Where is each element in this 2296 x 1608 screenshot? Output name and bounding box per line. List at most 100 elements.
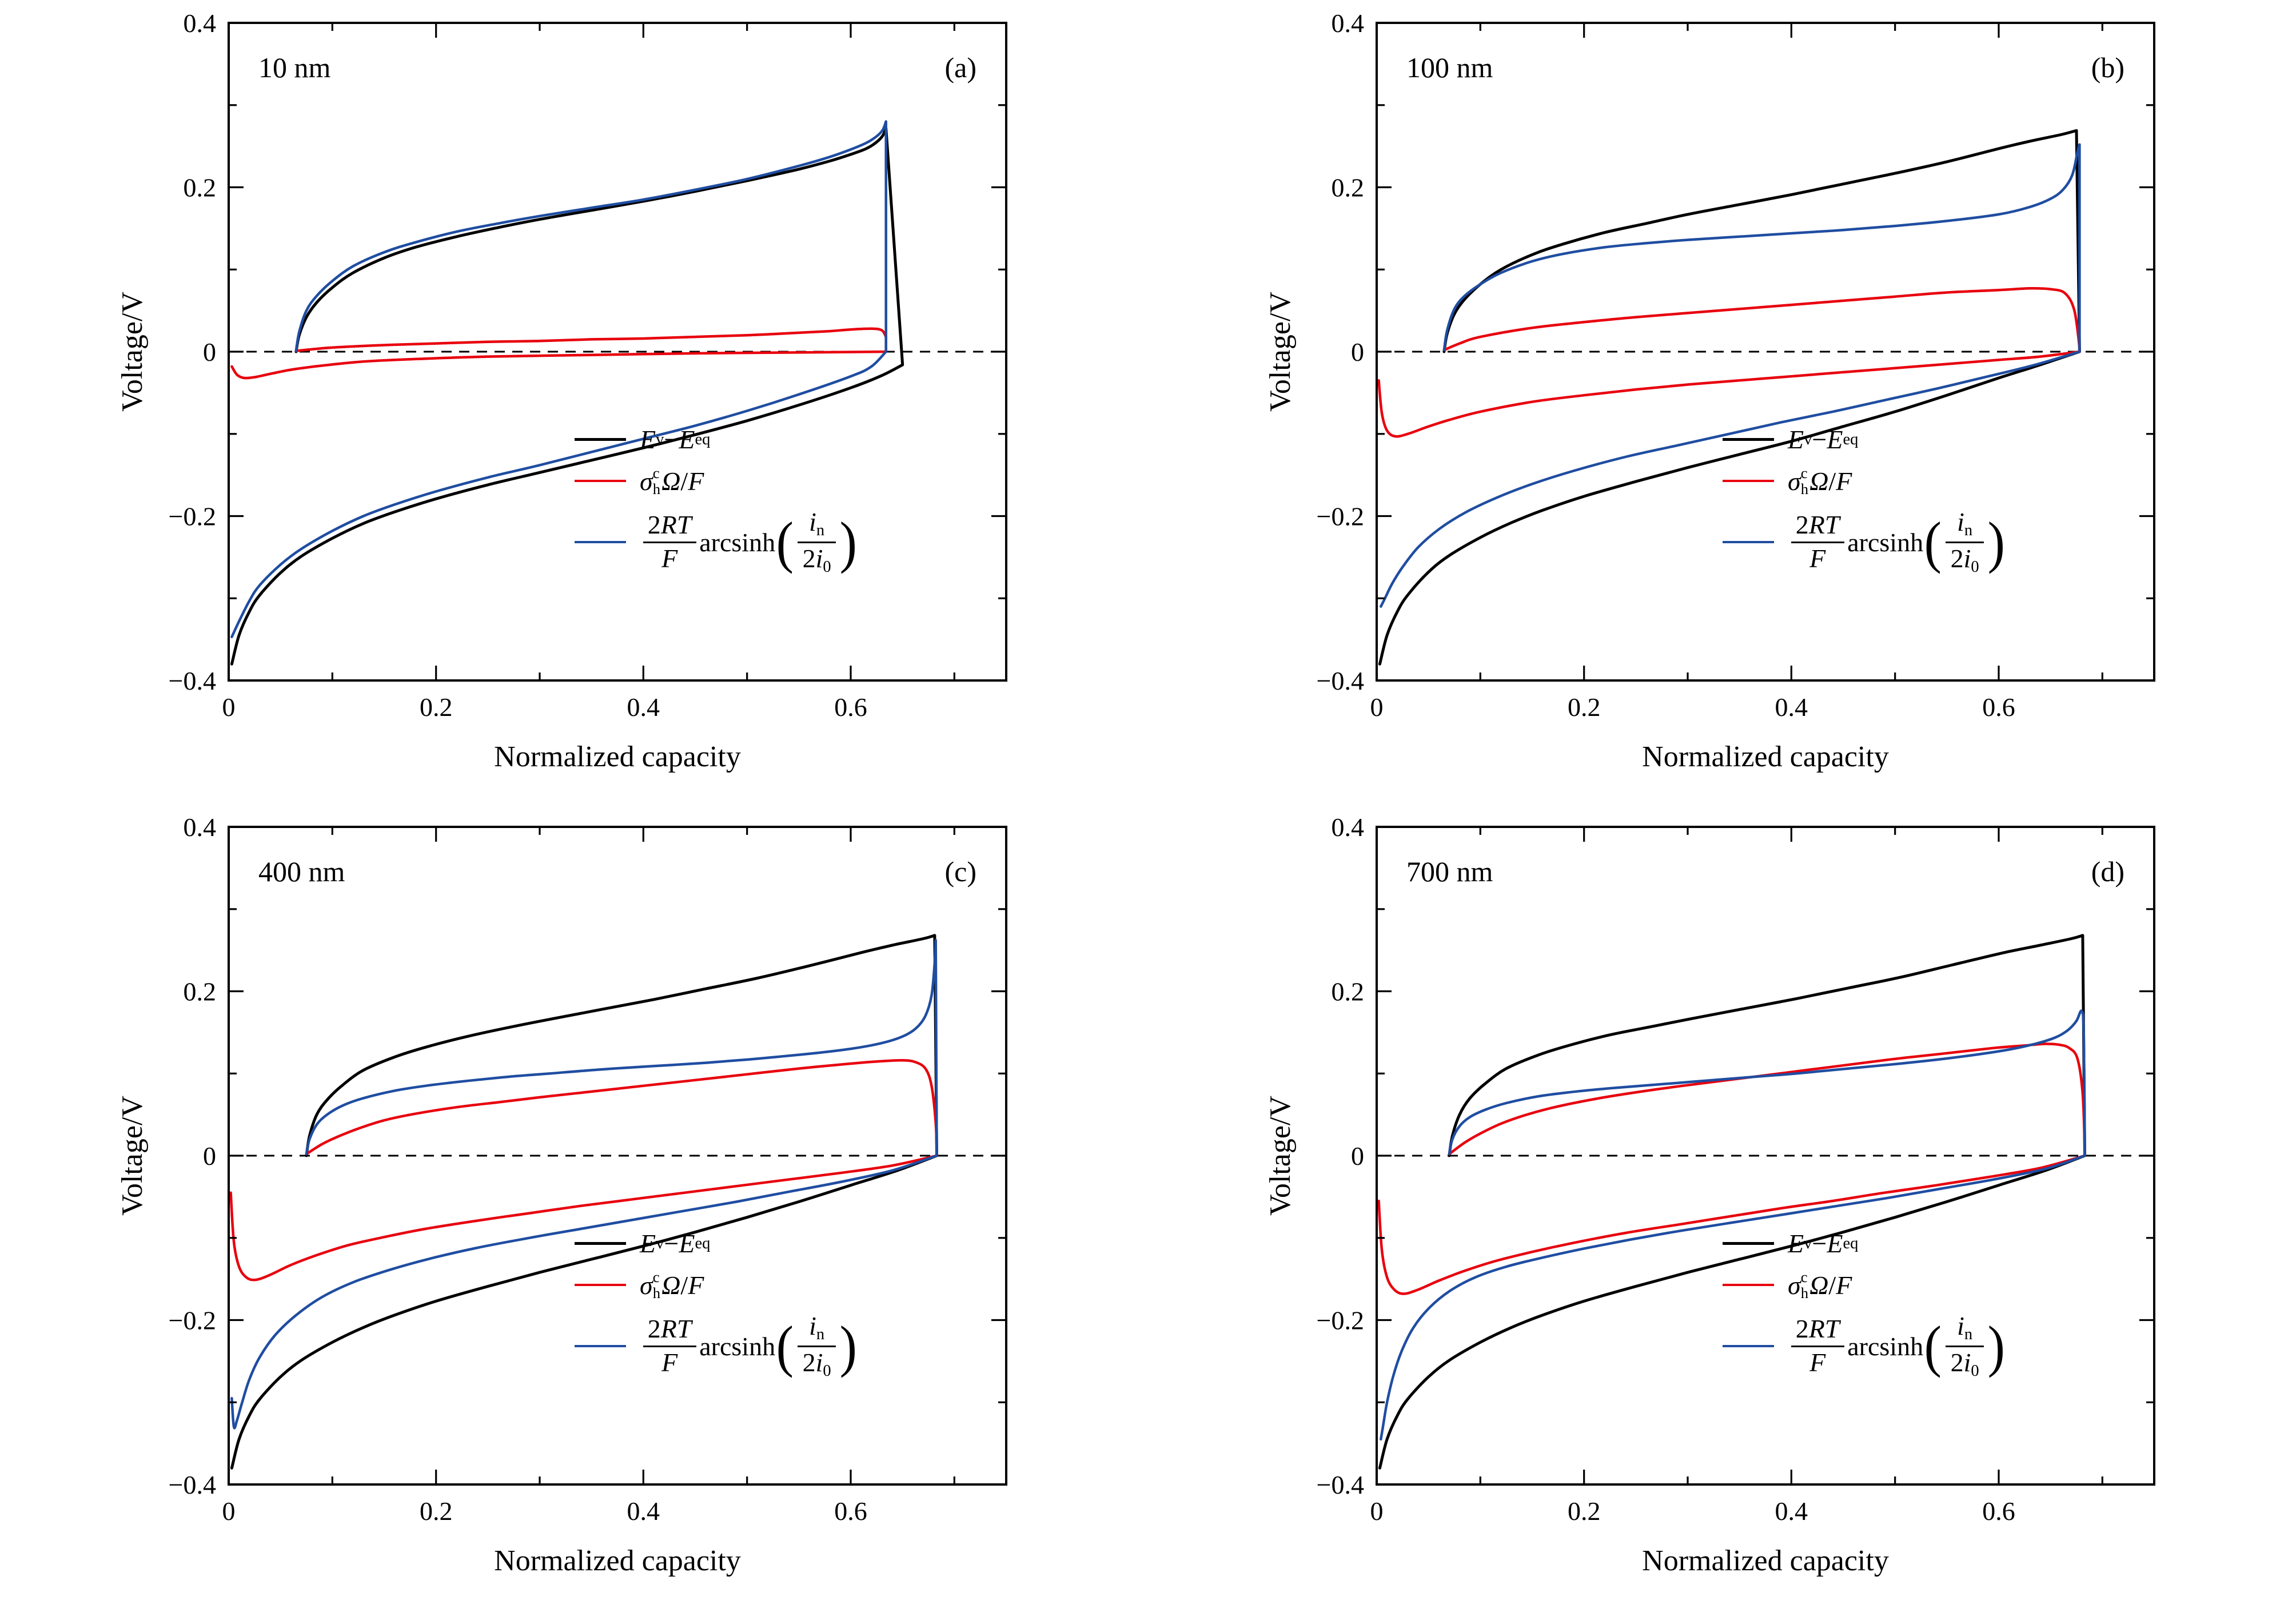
x-axis-label: Normalized capacity xyxy=(1642,741,1889,773)
legend-line-swatch xyxy=(1723,1283,1774,1287)
chart-panel-c: 0 0.2 0.4 0.6 −0.4 −0.2 0 0.2 0.4 Normalized capa… xyxy=(0,804,1148,1608)
x-tick-label: 0.6 xyxy=(1982,692,2015,722)
math-fraction: in 2i0 xyxy=(1946,507,1984,577)
series-group xyxy=(1377,129,2081,666)
x-tick-label: 0 xyxy=(1370,1496,1384,1526)
y-tick-label: −0.4 xyxy=(1317,666,1364,695)
math-fraction: 2RT F xyxy=(643,1314,696,1378)
series-group xyxy=(229,934,938,1470)
math-text: arcsinh xyxy=(699,527,776,557)
math-text: Ω xyxy=(661,466,681,496)
math-text: 2 xyxy=(802,1348,816,1378)
y-tick-label: 0 xyxy=(203,337,216,367)
math-text: arcsinh xyxy=(1847,527,1924,557)
legend-line-swatch xyxy=(575,1344,626,1348)
tick-labels-group: 0 0.2 0.4 0.6 −0.4 −0.2 0 0.2 0.4 xyxy=(1317,813,2015,1526)
size-label: 100 nm xyxy=(1406,51,1493,83)
chart-panel-a: 0 0.2 0.4 0.6 −0.4 −0.2 0 0.2 0.4 Normalized capa… xyxy=(0,0,1148,804)
legend-item-ohmic-term: σ c h Ω / F xyxy=(1723,1269,2006,1301)
size-label: 400 nm xyxy=(258,855,345,887)
panel-letter: (a) xyxy=(945,51,977,83)
y-tick-label: 0.4 xyxy=(184,813,217,842)
y-tick-label: −0.2 xyxy=(1317,1306,1364,1335)
x-tick-label: 0.6 xyxy=(1982,1496,2015,1526)
y-tick-label: 0.2 xyxy=(1332,173,1365,202)
math-text: F xyxy=(688,466,704,496)
open-paren: ( xyxy=(776,1314,794,1379)
x-axis-label: Normalized capacity xyxy=(494,1545,741,1577)
y-tick-label: −0.4 xyxy=(169,666,216,695)
close-paren: ) xyxy=(840,510,858,575)
panel-letter: (b) xyxy=(2091,51,2124,83)
math-subscript: 0 xyxy=(1971,558,1979,576)
legend-line-swatch xyxy=(575,1283,626,1287)
math-text: E xyxy=(1788,425,1804,454)
y-tick-label: 0.4 xyxy=(1332,9,1365,38)
series-Ev-Eeq xyxy=(230,934,938,1470)
y-axis-label: Voltage/V xyxy=(1264,292,1297,412)
math-text: σ xyxy=(1788,1270,1801,1300)
series-kinetic-arcsinh xyxy=(230,939,938,1430)
math-text: σ xyxy=(640,1270,653,1300)
legend-line-swatch xyxy=(575,479,626,483)
legend-label: σ c h Ω / F xyxy=(640,1269,704,1301)
open-paren: ( xyxy=(776,510,794,575)
chart-panel-b: 0 0.2 0.4 0.6 −0.4 −0.2 0 0.2 0.4 Normalized capa… xyxy=(1148,0,2296,804)
math-text: arcsinh xyxy=(1847,1331,1924,1361)
axes-group xyxy=(1376,22,2155,682)
x-tick-label: 0 xyxy=(1370,692,1384,722)
series-sigma-ohmic xyxy=(230,327,887,380)
tick-labels-group: 0 0.2 0.4 0.6 −0.4 −0.2 0 0.2 0.4 xyxy=(169,9,867,722)
math-text: RT xyxy=(660,510,692,539)
math-text: − xyxy=(1812,425,1827,454)
legend-label: σ c h Ω / F xyxy=(640,465,704,497)
math-text: Ω xyxy=(661,1270,681,1300)
math-text: i xyxy=(809,507,816,537)
math-text: 2 xyxy=(1795,1314,1809,1343)
legend-label: σ c h Ω / F xyxy=(1788,465,1852,497)
math-text: 2 xyxy=(1950,1348,1964,1378)
math-text: 2 xyxy=(1950,544,1964,574)
math-text: F xyxy=(1836,1270,1852,1300)
math-text: F xyxy=(1809,1348,1826,1378)
series-Ev-Eeq xyxy=(230,126,904,666)
math-text: E xyxy=(1827,1229,1843,1258)
math-subscript: v xyxy=(656,1234,664,1252)
x-tick-label: 0.2 xyxy=(1568,692,1601,722)
math-text: RT xyxy=(660,1314,692,1343)
panel-letter: (c) xyxy=(945,855,977,887)
math-text: RT xyxy=(1808,510,1840,539)
math-text: i xyxy=(1957,507,1964,537)
math-fraction: 2RT F xyxy=(643,510,696,574)
x-tick-label: 0 xyxy=(222,1496,236,1526)
math-subscript: 0 xyxy=(1971,1362,1979,1380)
legend-item-ohmic-term: σ c h Ω / F xyxy=(575,1269,858,1301)
plot-svg-c: 0 0.2 0.4 0.6 −0.4 −0.2 0 0.2 0.4 Normalized capa… xyxy=(116,813,1007,1577)
math-text: i xyxy=(815,544,823,574)
x-tick-label: 0.6 xyxy=(834,1496,867,1526)
math-text: E xyxy=(679,425,695,454)
math-text: F xyxy=(1809,544,1826,574)
tick-labels-group: 0 0.2 0.4 0.6 −0.4 −0.2 0 0.2 0.4 xyxy=(169,813,867,1526)
math-text: σ xyxy=(640,466,653,496)
math-fraction: 2RT F xyxy=(1791,1314,1844,1378)
math-fraction: in 2i0 xyxy=(798,507,836,577)
math-text: / xyxy=(680,1270,688,1300)
math-subscript: 0 xyxy=(823,558,831,576)
math-text: E xyxy=(679,1229,695,1258)
series-sigma-ohmic xyxy=(1377,286,2081,438)
close-paren: ) xyxy=(1988,1314,2006,1379)
legend-line-swatch xyxy=(1723,479,1774,483)
